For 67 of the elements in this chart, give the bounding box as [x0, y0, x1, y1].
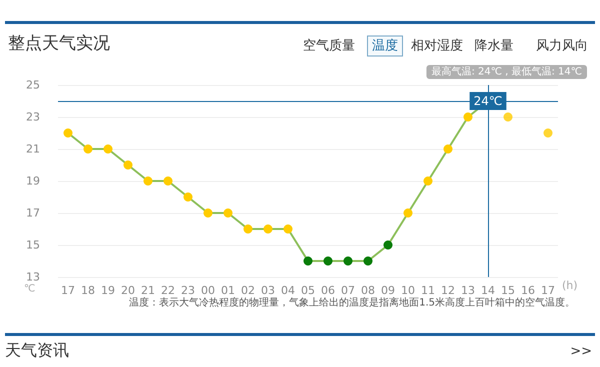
x-tick-label: 16: [521, 284, 535, 297]
point: [104, 144, 112, 154]
y-tick-label: 23: [26, 110, 40, 124]
point: [204, 208, 212, 218]
point: [444, 144, 452, 154]
y-tick-label: 21: [26, 142, 40, 156]
x-tick-label: 00: [201, 284, 215, 297]
x-tick-label: 21: [141, 284, 155, 297]
x-tick-label: 06: [321, 284, 335, 297]
point: [284, 224, 292, 234]
x-tick-label: 12: [441, 284, 455, 297]
x-tick-label: 15: [501, 284, 515, 297]
x-tick-label: 23: [181, 284, 195, 297]
text: 温度：表示大气冷热程度的物理量，气象上给出的温度是指离地面1.5米高度上百叶箱中的空气温度。: [129, 296, 576, 308]
x-tick-label: 04: [281, 284, 295, 297]
x-tick-label: 10: [401, 284, 415, 297]
point: [344, 256, 352, 266]
y-tick-label: 15: [26, 238, 40, 252]
y-tick-label: 25: [26, 78, 40, 92]
text: 风力风向: [536, 38, 588, 54]
point: [304, 256, 312, 266]
text: 相对湿度: [411, 38, 463, 54]
x-tick-label: 22: [161, 284, 175, 297]
y-axis-title: ℃: [24, 284, 36, 294]
text: 最高气温: 24℃ , 最低气温: 14℃: [431, 66, 582, 78]
point: [64, 128, 72, 138]
point: [544, 128, 552, 138]
point: [224, 208, 232, 218]
x-tick-label: 09: [381, 284, 395, 297]
x-tick-label: 01: [221, 284, 235, 297]
text: 温度: [372, 38, 398, 54]
y-tick-label: 13: [26, 270, 40, 284]
point: [244, 224, 252, 234]
x-tick-label: 14: [481, 284, 495, 297]
point: [164, 176, 172, 186]
point: [324, 256, 332, 266]
x-tick-label: 13: [461, 284, 475, 297]
x-tick-label: 17: [61, 284, 75, 297]
x-axis-title: (h): [562, 279, 578, 292]
point: [424, 176, 432, 186]
x-tick-label: 07: [341, 284, 355, 297]
point: [84, 144, 92, 154]
y-tick-label: 17: [26, 206, 40, 220]
text: 降水量: [474, 38, 514, 54]
x-tick-label: 03: [261, 284, 275, 297]
point: [264, 224, 272, 234]
point: [144, 176, 152, 186]
x-tick-label: 08: [361, 284, 375, 297]
x-tick-label: 17: [541, 284, 555, 297]
x-tick-label: 05: [301, 284, 315, 297]
text: 天气资讯: [5, 340, 69, 360]
point: [364, 256, 372, 266]
point: [464, 112, 472, 122]
x-tick-label: 19: [101, 284, 115, 297]
chart-title: 整点天气实况: [8, 34, 110, 54]
x-tick-label: 11: [421, 284, 435, 297]
x-tick-label: 20: [121, 284, 135, 297]
point: [504, 112, 512, 122]
x-tick-label: 02: [241, 284, 255, 297]
x-tick-label: 18: [81, 284, 95, 297]
point: [124, 160, 132, 170]
text: >>: [570, 344, 592, 359]
y-tick-label: 19: [26, 174, 40, 188]
point: [184, 192, 192, 202]
point: [404, 208, 412, 218]
point: [384, 240, 392, 250]
text: 空气质量: [303, 38, 355, 54]
